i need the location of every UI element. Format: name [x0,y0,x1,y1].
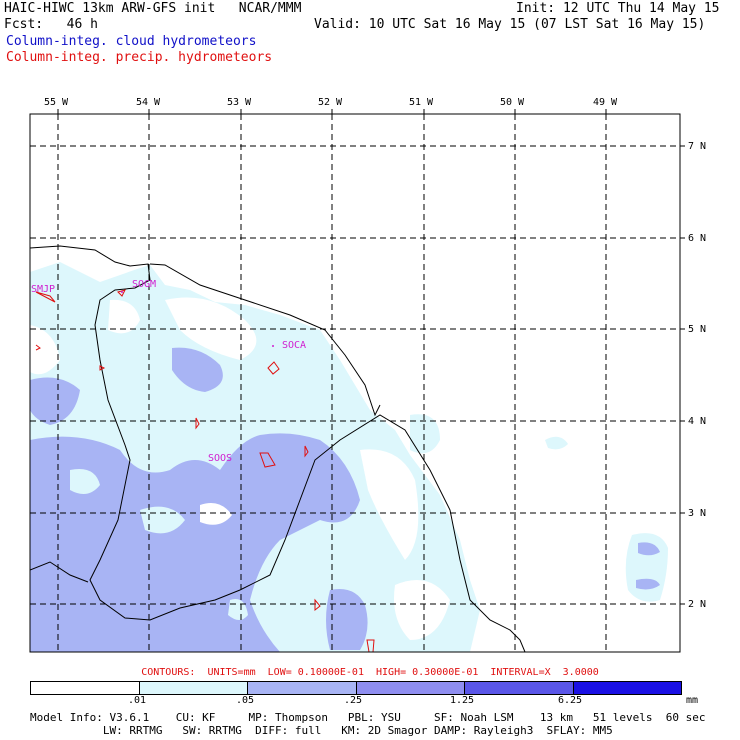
lat-label: 7 N [688,141,707,152]
cloud-medium-field [30,433,360,652]
legend-bin [247,682,356,694]
clear-area [108,299,140,334]
map-frame [29,113,681,653]
lon-label: 52 W [318,97,343,108]
lon-label: 55 W [44,97,69,108]
legend-bin [31,682,139,694]
station-label-smjp: SMJP [31,284,56,295]
model-info-line1: Model Info: V3.6.1 CU: KF MP: Thompson P… [30,711,706,724]
legend-bin [572,682,681,694]
cloud-medium-blob [638,542,660,556]
station-label-sogm: SOGM [132,279,157,290]
legend-tick: 6.25 [557,695,583,706]
legend-tick: 1.25 [449,695,475,706]
lon-label: 51 W [409,97,434,108]
lat-label: 6 N [688,233,707,244]
cloud-medium-blob [636,578,660,590]
lon-label: 53 W [227,97,252,108]
init-time: Init: 12 UTC Thu 14 May 15 [516,1,720,16]
lon-label: 50 W [500,97,525,108]
legend-bin [464,682,573,694]
station-label-soca: SOCA [282,340,307,351]
border [30,561,89,583]
clear-area [30,325,60,375]
lon-label: 54 W [136,97,161,108]
lat-label: 4 N [688,416,707,427]
precip-contours [35,289,375,652]
field-cloud-label: Column-integ. cloud hydrometeors [6,34,257,49]
cloud-medium-blob [30,377,80,425]
lon-label: 49 W [593,97,618,108]
border [149,263,381,417]
lon-ticks [57,109,607,114]
legend-units: mm [686,695,699,706]
legend-bin [355,682,464,694]
station-marker [272,345,274,347]
lat-label: 5 N [688,324,707,335]
valid-time: Valid: 10 UTC Sat 16 May 15 (07 LST Sat … [314,17,706,32]
lat-label: 2 N [688,599,707,610]
legend-tick: .25 [343,695,363,706]
contours-info: CONTOURS: UNITS=mm LOW= 0.10000E-01 HIGH… [141,667,599,678]
cloud-medium-blob [172,347,223,392]
coastline [30,245,526,652]
station-marker [121,291,123,293]
product-title: HAIC-HIWC 13km ARW-GFS init NCAR/MMM [4,1,302,16]
color-legend [30,681,682,695]
cloud-light-offshore [545,436,568,450]
clear-area [70,469,100,494]
legend-bin [138,682,247,694]
cloud-light-offshore [410,414,440,454]
cloud-medium-blob [326,589,368,650]
lat-ticks [680,145,685,605]
forecast-hour: Fcst: 46 h [4,17,98,32]
legend-tick: .05 [235,695,255,706]
clear-area [394,580,450,640]
lat-lon-grid [30,114,680,652]
clear-area [360,449,419,560]
lat-label: 3 N [688,508,707,519]
field-precip-label: Column-integ. precip. hydrometeors [6,50,273,65]
model-info-line2: LW: RRTMG SW: RRTMG DIFF: full KM: 2D Sm… [30,724,613,737]
clear-area [200,502,232,525]
legend-tick: .01 [127,695,147,706]
station-label-soos: SOOS [208,453,233,464]
